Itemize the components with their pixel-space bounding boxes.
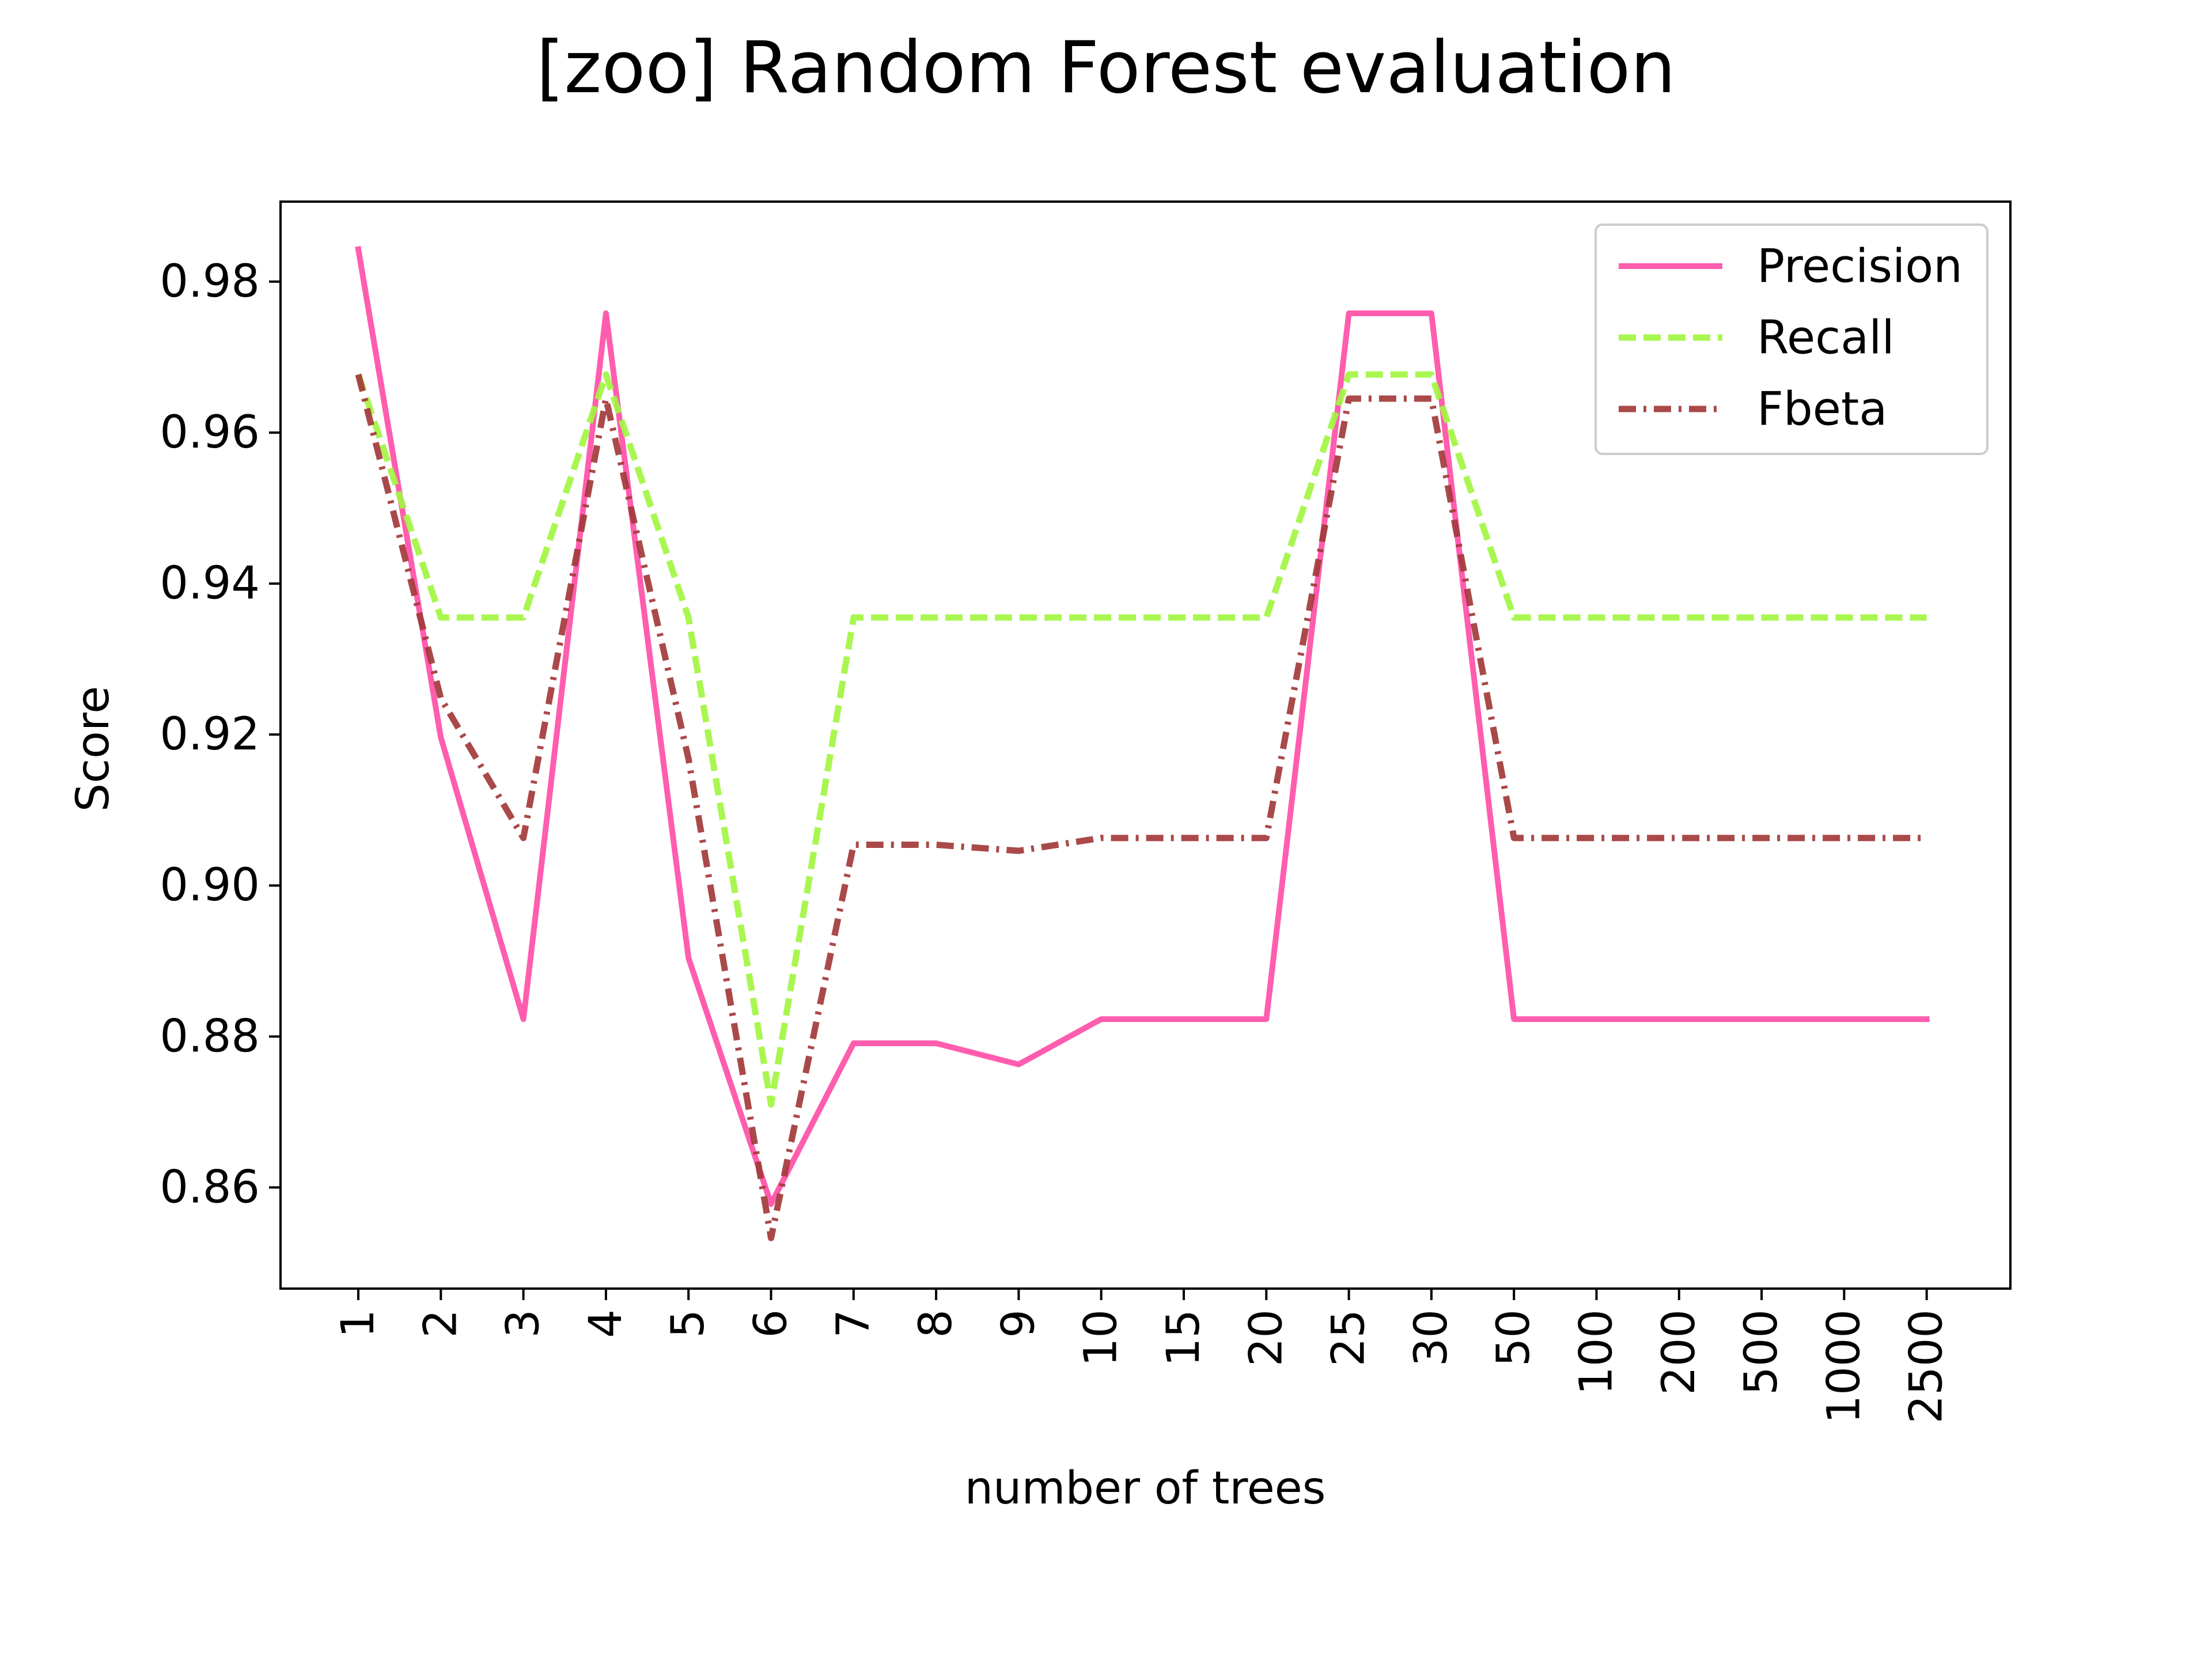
x-tick-label: 15: [1158, 1309, 1210, 1366]
chart-title: [zoo] Random Forest evaluation: [536, 26, 1676, 109]
legend-label-recall: Recall: [1757, 311, 1895, 365]
plot-area-frame: [279, 200, 2012, 1290]
x-tick-label: 1000: [1818, 1309, 1870, 1424]
x-tick-label: 1: [332, 1309, 384, 1338]
y-tick-label: 0.88: [160, 1010, 260, 1062]
x-tick-label: 2500: [1901, 1309, 1953, 1424]
y-tick-label: 0.90: [160, 859, 260, 911]
x-tick-label: 500: [1736, 1309, 1787, 1395]
x-tick-label: 5: [662, 1309, 714, 1338]
x-tick-label: 20: [1240, 1309, 1292, 1366]
x-tick-label: 25: [1323, 1309, 1375, 1366]
x-tick-label: 2: [415, 1309, 467, 1338]
x-tick-label: 6: [745, 1309, 797, 1338]
x-tick-label: 3: [498, 1309, 550, 1338]
legend: Precision Recall Fbeta: [1594, 224, 1988, 455]
y-tick-label: 0.94: [160, 558, 260, 609]
series-layer: [355, 245, 1930, 1241]
legend-label-precision: Precision: [1757, 240, 1963, 293]
y-tick-label: 0.96: [160, 407, 260, 459]
legend-box: [1594, 224, 1988, 455]
x-tick-label: 7: [828, 1309, 880, 1338]
x-tick-label: 30: [1406, 1309, 1457, 1366]
x-tick-label: 10: [1075, 1309, 1127, 1366]
series-line-recall: [355, 371, 1927, 1108]
x-tick-label: 4: [580, 1309, 632, 1338]
x-tick-label: 200: [1653, 1309, 1705, 1395]
y-axis: 0.86 0.88 0.90 0.92 0.94 0.96 0.98: [160, 256, 281, 1213]
x-tick-label: 8: [910, 1309, 962, 1338]
y-tick-label: 0.98: [160, 256, 260, 308]
x-axis-label: number of trees: [965, 1463, 1326, 1514]
x-tick-label: 9: [993, 1309, 1044, 1338]
x-axis: 1 2 3 4 5 6 7 8 9 10 15 20 25 30 50 100 200 500 1000 2500: [332, 1289, 1953, 1424]
series-line-fbeta: [355, 373, 1927, 1241]
x-tick-label: 100: [1571, 1309, 1623, 1395]
x-tick-label: 50: [1488, 1309, 1540, 1366]
y-tick-label: 0.86: [160, 1161, 260, 1213]
y-axis-label: Score: [67, 686, 119, 812]
y-tick-label: 0.92: [160, 709, 260, 760]
legend-label-fbeta: Fbeta: [1757, 382, 1887, 436]
